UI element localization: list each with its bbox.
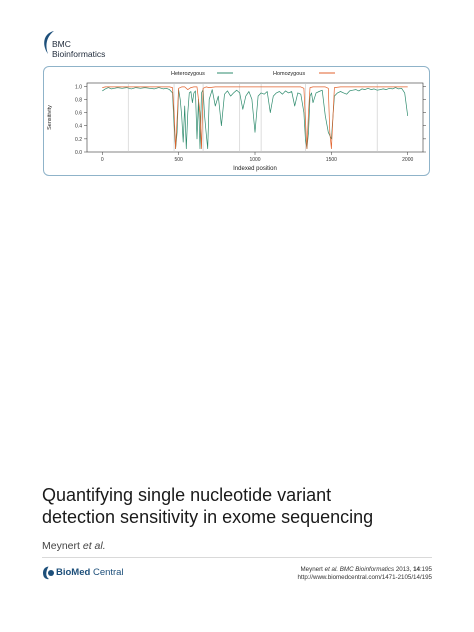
y-axis-label: Sensitivity [47, 105, 53, 130]
author-name: Meynert [42, 540, 80, 552]
x-tick-label: 2000 [402, 157, 413, 163]
citation-year: 2013, [395, 566, 412, 573]
biomed-central-logo: BioMed Central [42, 566, 142, 582]
journal-name-line2: Bioinformatics [52, 49, 106, 59]
y-tick-label: 0.8 [75, 97, 82, 103]
y-tick-label: 0.0 [75, 150, 82, 156]
citation-url[interactable]: http://www.biomedcentral.com/1471-2105/1… [297, 574, 433, 581]
authors: Meynert et al. [42, 540, 106, 552]
journal-name: BMC Bioinformatics [52, 39, 105, 59]
citation-journal: BMC Bioinformatics [339, 566, 395, 573]
y-tick-label: 0.4 [75, 124, 82, 130]
journal-name-line1: BMC [52, 39, 71, 49]
series-line-heterozygous [102, 87, 409, 150]
biomed-logo-text: BioMed Central [56, 567, 124, 578]
sensitivity-chart: 0.0 0.2 0.4 0.6 0.8 1.0 0 500 1000 1500 2000 Indexe… [47, 71, 426, 172]
legend-label: Homozygous [273, 71, 305, 77]
x-tick-label: 1000 [249, 157, 260, 163]
x-tick-label: 500 [174, 157, 183, 163]
citation-author: Meynert [300, 566, 323, 573]
legend-label: Heterozygous [171, 71, 205, 77]
x-tick-label: 0 [101, 157, 104, 163]
citation-etal: et al. [324, 566, 339, 573]
citation-article: :195 [419, 566, 432, 573]
citation: Meynert et al. BMC Bioinformatics 2013, … [298, 566, 433, 582]
biomed-logo-icon [43, 566, 54, 580]
x-axis-label: Indexed position [233, 166, 277, 172]
biomed-brand-light: Central [90, 567, 124, 578]
citation-line1: Meynert et al. BMC Bioinformatics 2013, … [298, 566, 432, 574]
series-line-homozygous [102, 86, 408, 150]
author-etal: et al. [82, 540, 106, 552]
citation-volume: 14 [413, 566, 420, 573]
plot-area [86, 82, 424, 153]
y-tick-label: 1.0 [75, 84, 82, 90]
biomed-brand-bold: BioMed [56, 567, 91, 578]
journal-logo: BMC Bioinformatics [42, 30, 152, 66]
journal-swoosh-icon [44, 31, 54, 54]
x-tick-label: 1500 [326, 157, 337, 163]
paper-title: Quantifying single nucleotide variant de… [42, 484, 442, 528]
figure-frame [43, 66, 430, 176]
paper-title-line2: detection sensitivity in exome sequencin… [42, 507, 374, 527]
y-tick-label: 0.2 [75, 137, 82, 143]
y-tick-label: 0.6 [75, 111, 82, 117]
divider [42, 557, 432, 558]
paper-title-line1: Quantifying single nucleotide variant [42, 485, 332, 505]
